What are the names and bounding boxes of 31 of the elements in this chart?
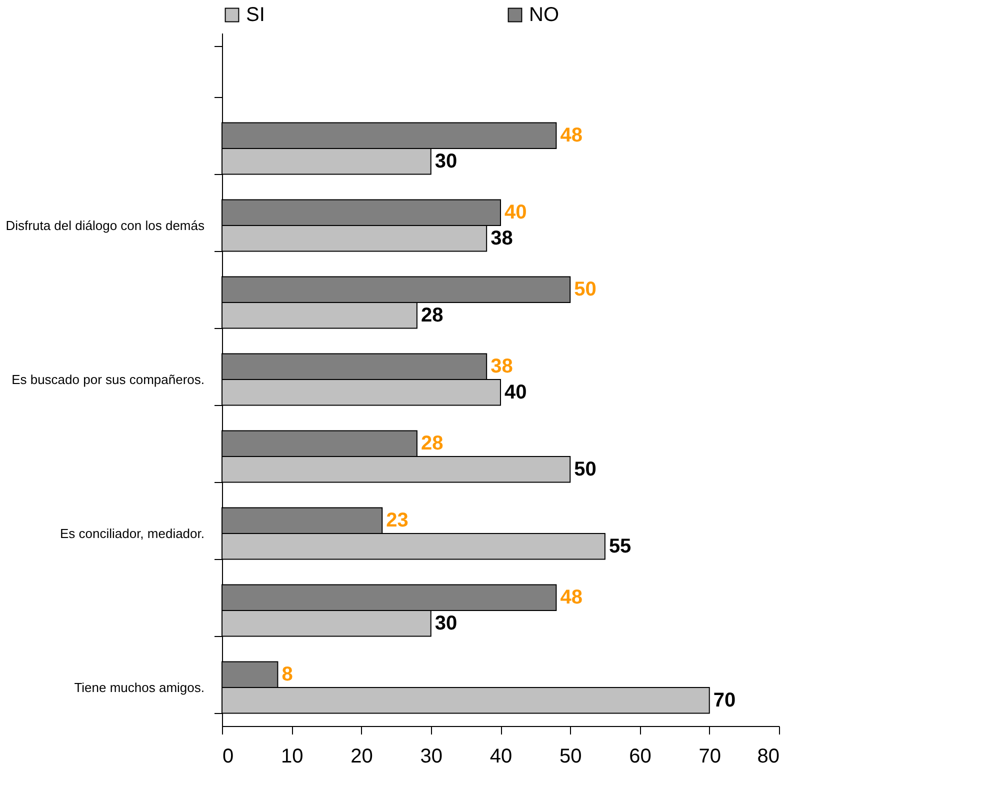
data-label: 55 (608, 535, 632, 558)
y-tick-label: Tiene muchos amigos. (74, 680, 204, 695)
x-tick-label: 30 (420, 746, 442, 768)
data-label: 40 (504, 202, 527, 224)
y-tick-label: Es conciliador, mediador. (60, 526, 204, 541)
x-tick-label: 10 (281, 746, 304, 768)
x-tick-label: 0 (222, 746, 234, 768)
data-label: 50 (574, 458, 596, 480)
y-tick-label: Es buscado por sus compañeros. (12, 372, 204, 387)
legend-label: SI (246, 4, 265, 26)
x-tick-label: 70 (698, 746, 721, 768)
data-label: 48 (560, 586, 582, 609)
x-tick-label: 50 (560, 746, 582, 768)
data-label: 28 (420, 432, 444, 455)
data-label: 30 (434, 612, 458, 634)
data-label: 8 (282, 664, 293, 686)
data-label: 38 (490, 356, 513, 378)
legend-label: NO (529, 4, 559, 26)
x-tick-label: 20 (350, 746, 373, 768)
y-tick-label: Disfruta del diálogo con los demás (6, 218, 205, 233)
data-label: 30 (434, 150, 458, 172)
x-tick-label: 60 (629, 746, 652, 768)
data-label: 40 (504, 381, 527, 404)
data-label: 38 (490, 227, 513, 250)
data-label: 28 (420, 304, 444, 326)
data-label: 50 (574, 278, 596, 301)
x-tick-label: 40 (490, 746, 512, 768)
x-tick-label: 80 (757, 746, 780, 768)
data-label: 70 (713, 689, 736, 712)
data-label: 48 (560, 124, 582, 147)
data-label: 23 (386, 510, 408, 532)
